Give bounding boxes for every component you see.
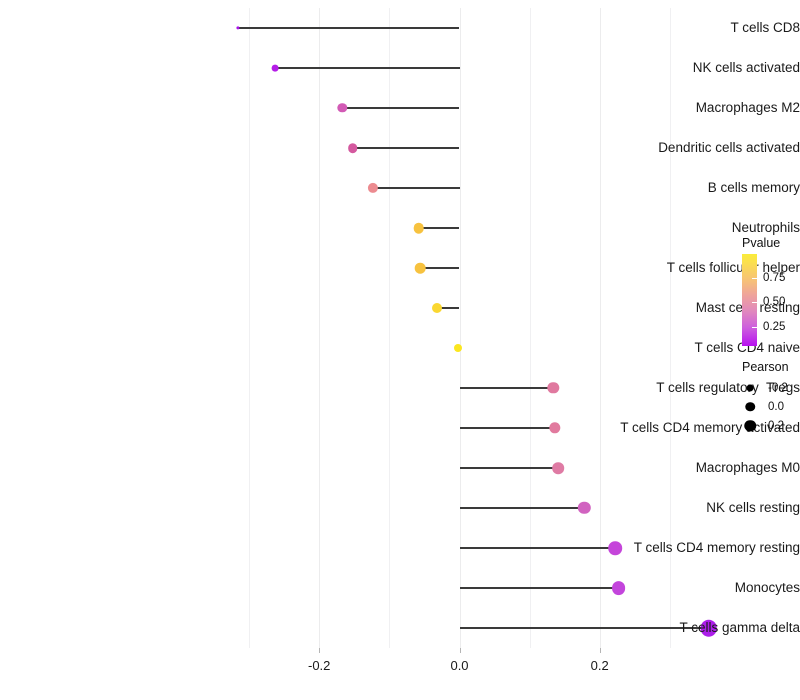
lollipop-dot[interactable] <box>578 501 591 515</box>
legend-pearson-items: -0.2 0.0 0.2 <box>742 378 800 435</box>
x-axis-tick-mark <box>319 648 321 653</box>
lollipop-dot[interactable] <box>414 262 426 274</box>
legend-size-row: 0.2 <box>742 416 800 435</box>
y-axis-label: Macrophages M2 <box>695 100 800 115</box>
y-axis-label: Macrophages M0 <box>695 460 800 475</box>
lollipop-stem <box>418 227 460 229</box>
lollipop-stem <box>459 627 709 629</box>
legend-pvalue-title: Pvalue <box>742 236 781 250</box>
lollipop-dot[interactable] <box>367 182 378 194</box>
pvalue-colorbar <box>742 254 757 346</box>
lollipop-dot[interactable] <box>454 344 463 352</box>
lollipop-stem <box>459 387 554 389</box>
lollipop-dot[interactable] <box>608 541 622 555</box>
lollipop-stem <box>420 267 460 269</box>
y-axis-label: T cells gamma delta <box>679 620 800 635</box>
lollipop-stem <box>459 507 585 509</box>
colorbar-tick-mark <box>752 326 759 328</box>
legend-size-dot <box>744 419 756 432</box>
legend-pearson-title: Pearson <box>742 360 789 374</box>
legend-size-label: 0.2 <box>768 419 784 432</box>
lollipop-dot[interactable] <box>236 26 240 30</box>
lollipop-stem <box>237 27 460 29</box>
lollipop-stem <box>459 467 559 469</box>
legend-size-row: 0.0 <box>742 397 800 416</box>
lollipop-stem <box>437 307 460 309</box>
gridline-major <box>459 8 461 648</box>
lollipop-stem <box>459 547 616 549</box>
lollipop-stem <box>459 427 555 429</box>
lollipop-dot[interactable] <box>432 303 442 313</box>
gridline-minor <box>669 8 671 648</box>
y-axis-label: B cells memory <box>707 180 800 195</box>
x-axis-tick-mark <box>599 648 601 653</box>
y-axis-label: T cells regulatory Tregs <box>656 380 800 395</box>
legend-size-dot <box>746 384 754 391</box>
colorbar-tick-mark <box>752 278 759 280</box>
y-axis-label: Neutrophils <box>731 220 800 235</box>
lollipop-dot[interactable] <box>700 619 717 637</box>
legend-size-label: 0.0 <box>768 400 784 413</box>
y-axis-label: T cells CD8 <box>730 20 800 35</box>
lollipop-stem <box>342 107 460 109</box>
lollipop-dot[interactable] <box>611 581 626 595</box>
lollipop-dot[interactable] <box>549 422 561 434</box>
lollipop-dot[interactable] <box>547 382 560 394</box>
lollipop-dot[interactable] <box>271 64 279 72</box>
gridline-minor <box>529 8 531 648</box>
lollipop-dot[interactable] <box>337 103 347 113</box>
lollipop-dot[interactable] <box>552 462 565 474</box>
legend-pearson: Pearson -0.2 0.0 0.2 <box>742 360 800 435</box>
x-axis-tick-label: 0.2 <box>590 658 609 673</box>
y-axis-label: NK cells resting <box>706 500 800 515</box>
legend-pvalue: Pvalue 0.75 0.50 0.25 <box>742 236 800 346</box>
legend-size-label: -0.2 <box>768 381 788 394</box>
legend-size-row: -0.2 <box>742 378 800 397</box>
colorbar-wrap: 0.75 0.50 0.25 <box>742 254 800 346</box>
lollipop-dot[interactable] <box>413 222 425 234</box>
colorbar-tick-label: 0.25 <box>763 320 786 333</box>
plot-panel <box>228 8 733 648</box>
lollipop-stem <box>352 147 460 149</box>
lollipop-stem <box>372 187 460 189</box>
colorbar-tick-label: 0.75 <box>763 272 786 285</box>
y-axis-label: Monocytes <box>734 580 800 595</box>
y-axis-label: NK cells activated <box>692 60 800 75</box>
colorbar-tick-mark <box>752 302 759 304</box>
y-axis-label: Dendritic cells activated <box>658 140 800 155</box>
x-axis-tick-label: 0.0 <box>450 658 469 673</box>
gridline-minor <box>389 8 391 648</box>
legend-size-dot <box>745 401 755 412</box>
lollipop-dot[interactable] <box>348 143 358 153</box>
lollipop-stem <box>275 67 460 69</box>
colorbar-tick-label: 0.50 <box>763 296 786 309</box>
x-axis-tick-label: -0.2 <box>307 658 331 673</box>
x-axis-tick-mark <box>459 648 461 653</box>
gridline-major <box>319 8 321 648</box>
y-axis-label: T cells CD4 memory resting <box>633 540 800 555</box>
gridline-major <box>599 8 601 648</box>
lollipop-stem <box>459 587 619 589</box>
gridline-minor <box>249 8 250 648</box>
y-axis-label: T cells CD4 memory activated <box>620 420 800 435</box>
